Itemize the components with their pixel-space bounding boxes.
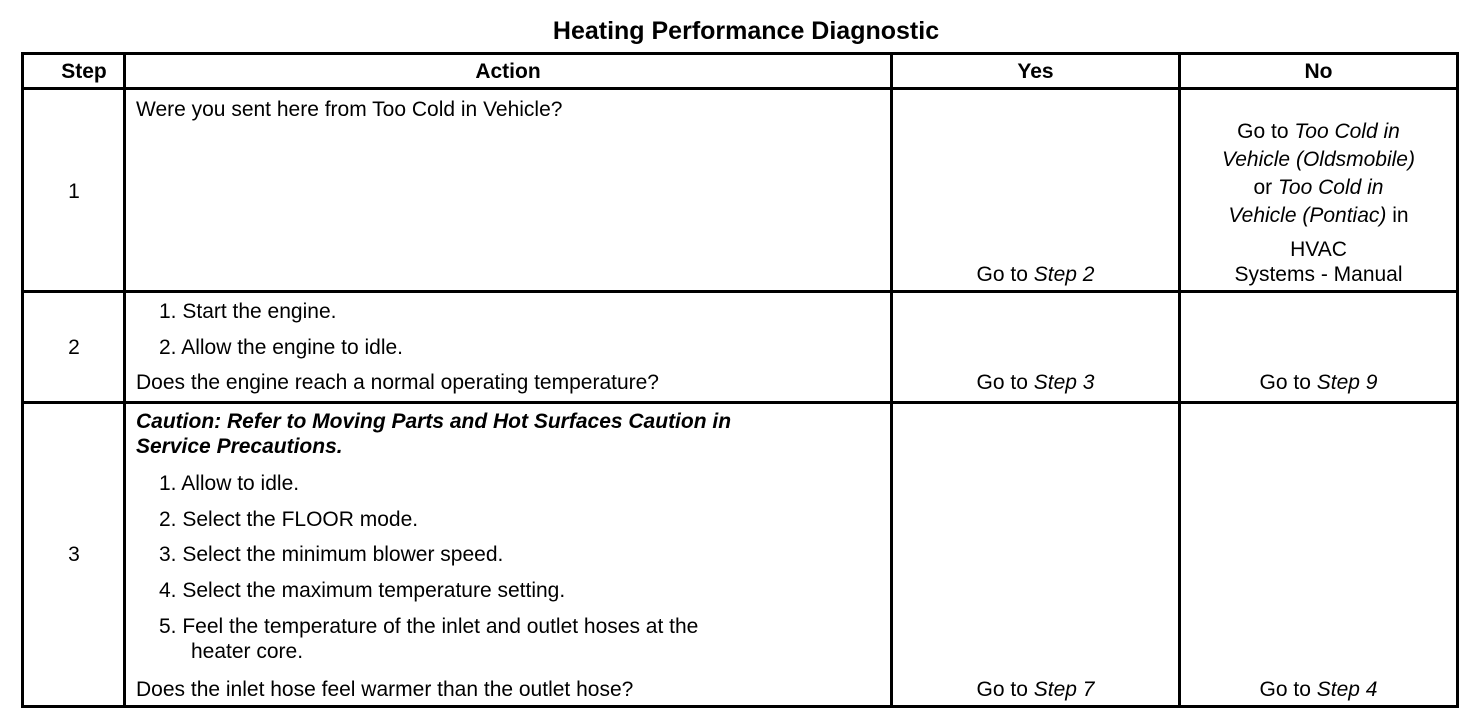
action-item: 2. Allow the engine to idle. bbox=[159, 336, 404, 359]
no-line: Go to Too Cold in bbox=[1181, 120, 1456, 144]
step-number: 1 bbox=[68, 180, 80, 203]
divider bbox=[21, 401, 1459, 404]
step-number: 3 bbox=[68, 543, 80, 566]
yes-cell: Go to Step 2 bbox=[893, 263, 1178, 287]
step-link: Step 3 bbox=[1033, 371, 1095, 394]
page-title: Heating Performance Diagnostic bbox=[552, 17, 940, 45]
no-cell: Go to Step 9 bbox=[1181, 371, 1456, 395]
no-line: Systems - Manual bbox=[1234, 263, 1403, 286]
no-line: Vehicle (Pontiac) in bbox=[1181, 204, 1456, 228]
step-link: Step 9 bbox=[1316, 371, 1378, 394]
action-question: Does the inlet hose feel warmer than the… bbox=[136, 678, 634, 701]
action-question: Were you sent here from Too Cold in Vehi… bbox=[136, 98, 563, 121]
no-line: or Too Cold in bbox=[1181, 176, 1456, 200]
action-item: 2. Select the FLOOR mode. bbox=[159, 508, 419, 531]
action-item-continuation: heater core. bbox=[191, 640, 304, 663]
step-link: Step 2 bbox=[1033, 263, 1095, 286]
yes-cell: Go to Step 3 bbox=[893, 371, 1178, 395]
no-text: in bbox=[1386, 204, 1409, 227]
action-item: 3. Select the minimum blower speed. bbox=[159, 543, 504, 566]
table-border bbox=[21, 52, 1459, 708]
yes-text: Go to bbox=[976, 263, 1034, 286]
yes-text: Go to bbox=[976, 371, 1034, 394]
no-text: Go to bbox=[1237, 120, 1295, 143]
no-text: Go to bbox=[1259, 371, 1317, 394]
reference-link: Too Cold in bbox=[1278, 176, 1384, 199]
step-link: Step 7 bbox=[1033, 678, 1095, 701]
caution-text: Service Precautions. bbox=[136, 435, 343, 458]
header-step: Step bbox=[61, 60, 107, 83]
caution-text: Caution: Refer to Moving Parts and Hot S… bbox=[136, 410, 732, 433]
reference-link: Vehicle (Oldsmobile) bbox=[1222, 148, 1415, 171]
no-text: Go to bbox=[1259, 678, 1317, 701]
yes-cell: Go to Step 7 bbox=[893, 678, 1178, 702]
divider bbox=[1178, 52, 1181, 708]
header-action: Action bbox=[475, 60, 541, 83]
step-link: Step 4 bbox=[1316, 678, 1378, 701]
action-item: 1. Start the engine. bbox=[159, 300, 337, 323]
action-item: 5. Feel the temperature of the inlet and… bbox=[159, 615, 699, 638]
reference-link: Vehicle (Pontiac) bbox=[1228, 204, 1387, 227]
header-no: No bbox=[1304, 60, 1333, 83]
action-item: 1. Allow to idle. bbox=[159, 472, 300, 495]
action-item: 4. Select the maximum temperature settin… bbox=[159, 579, 566, 602]
header-yes: Yes bbox=[1017, 60, 1054, 83]
yes-text: Go to bbox=[976, 678, 1034, 701]
divider bbox=[890, 52, 893, 708]
divider bbox=[123, 52, 126, 708]
no-cell: Go to Step 4 bbox=[1181, 678, 1456, 702]
divider bbox=[21, 87, 1459, 90]
reference-link: Too Cold in bbox=[1294, 120, 1400, 143]
no-text: or bbox=[1253, 176, 1279, 199]
action-question: Does the engine reach a normal operating… bbox=[136, 371, 659, 394]
divider bbox=[21, 290, 1459, 293]
no-line: HVAC bbox=[1290, 238, 1347, 261]
step-number: 2 bbox=[68, 336, 80, 359]
